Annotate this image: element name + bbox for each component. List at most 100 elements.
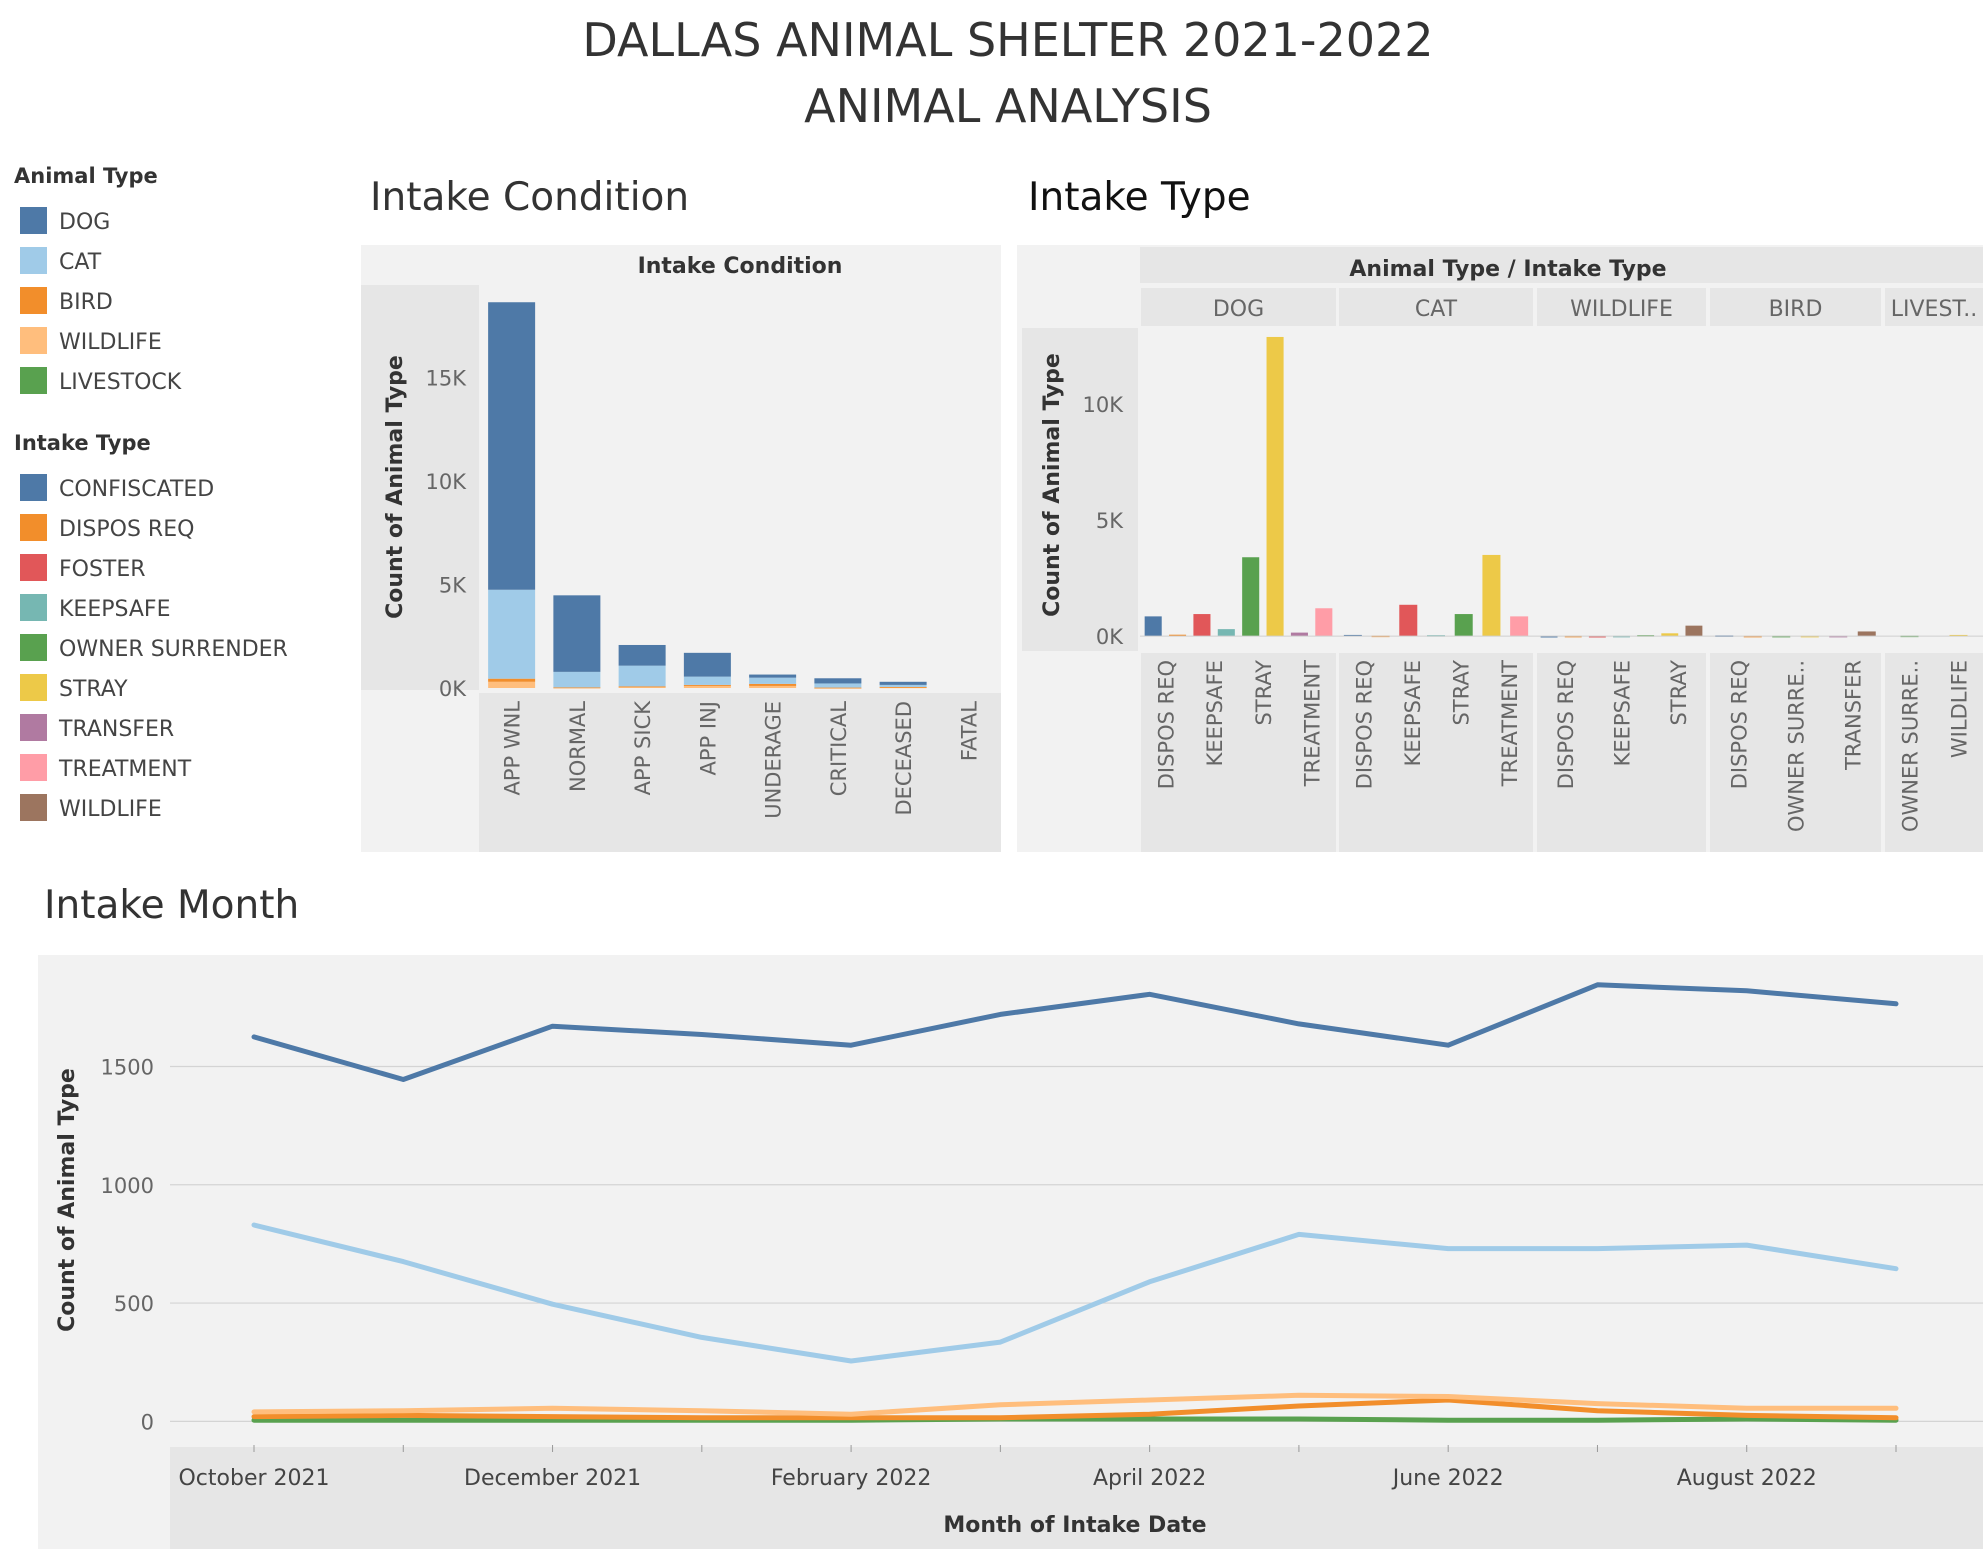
legend-swatch — [20, 327, 47, 354]
y-tick-label: 10K — [1083, 393, 1125, 417]
y-axis-label: Count of Animal Type — [55, 1068, 80, 1332]
bar-transfer — [1829, 635, 1848, 638]
x-tick-label: OWNER SURRE.. — [1899, 660, 1923, 832]
x-tick-label: DECEASED — [892, 701, 916, 816]
legend-label: DOG — [59, 210, 110, 235]
legend-swatch — [20, 714, 47, 741]
y-tick-label: 0K — [439, 677, 467, 701]
legend-swatch — [20, 554, 47, 581]
bar-segment-cat — [683, 676, 731, 685]
x-tick-label: April 2022 — [1093, 1466, 1206, 1491]
intake-month-chart: Intake Month 0 500 1000 1500 Count of Animal … — [38, 883, 1983, 1549]
bar-owner-surrender — [1242, 557, 1260, 637]
bar-segment-dog — [553, 595, 601, 672]
bar-segment-dog — [749, 674, 797, 678]
legend-swatch — [20, 754, 47, 781]
panel-header — [1710, 288, 1881, 326]
series-line-livestock — [251, 1416, 1899, 1423]
x-axis-band — [170, 1447, 1983, 1549]
x-tick-label: OWNER SURRE.. — [1785, 660, 1809, 832]
bar-keepsafe — [1613, 635, 1630, 638]
bar-segment-dog — [683, 652, 731, 677]
legend-swatch — [20, 794, 47, 821]
legend-swatch — [20, 207, 47, 234]
bar-segment-dog — [814, 678, 862, 684]
bar-segment-cat — [488, 589, 536, 679]
bar-segment-bird — [618, 686, 666, 688]
chart-title: Intake Condition — [370, 175, 689, 220]
intake-condition-chart: Intake Condition Intake Condition 0K 5K 10K 1… — [361, 175, 1001, 852]
x-tick-label: NORMAL — [566, 701, 590, 792]
y-axis-band — [1022, 328, 1138, 651]
bar-segment-dog — [618, 644, 666, 666]
chart-header: Animal Type / Intake Type — [1349, 257, 1666, 282]
x-tick-label: STRAY — [1667, 660, 1691, 726]
panel-label: CAT — [1415, 297, 1458, 322]
x-tick-label: UNDERAGE — [762, 701, 786, 819]
series-line-dog — [251, 982, 1899, 1082]
series-line-wildlife — [251, 1392, 1899, 1417]
x-tick-label: June 2022 — [1391, 1466, 1504, 1491]
legend-swatch — [20, 674, 47, 701]
legend-label: DISPOS REQ — [59, 517, 194, 542]
panel-label: LIVEST.. — [1891, 297, 1977, 322]
x-tick-label: APP INJ — [696, 701, 720, 775]
panel-label-band — [1885, 653, 1983, 852]
y-tick-label: 15K — [426, 367, 468, 391]
y-tick-label: 0K — [1096, 625, 1124, 649]
x-tick-label: October 2021 — [178, 1466, 329, 1491]
legend-swatch — [20, 247, 47, 274]
bar-foster — [1399, 604, 1418, 637]
bar-segment-dog — [488, 302, 536, 590]
bar-owner-surrender — [1454, 614, 1473, 637]
bar-segment-cat — [814, 683, 862, 688]
x-axis-label: Month of Intake Date — [943, 1513, 1206, 1538]
x-tick-label: DISPOS REQ — [1154, 660, 1178, 789]
bar-dispos-req — [1743, 635, 1762, 638]
chart-title: Intake Month — [44, 883, 299, 928]
x-tick-label: STRAY — [1252, 660, 1276, 726]
legend-label: LIVESTOCK — [59, 370, 182, 395]
bar-segment-wildlife — [683, 685, 731, 688]
bar-segment-bird — [749, 683, 797, 686]
bar-keepsafe — [1217, 629, 1235, 637]
legend-swatch — [20, 594, 47, 621]
bar-segment-wildlife — [879, 687, 927, 689]
x-tick-label: APP SICK — [631, 700, 655, 796]
legend-label: WILDLIFE — [59, 330, 162, 355]
x-tick-label: February 2022 — [771, 1466, 931, 1491]
x-tick-label: August 2022 — [1677, 1466, 1817, 1491]
bar-segment-bird — [553, 687, 601, 689]
bar-segment-cat — [553, 671, 601, 688]
bar-transfer — [1290, 632, 1308, 637]
x-tick-label: STRAY — [1449, 660, 1473, 726]
bar-stray — [1661, 633, 1679, 637]
y-tick-label: 1500 — [101, 1055, 154, 1079]
bar-confiscated — [1540, 635, 1558, 638]
panel-header — [1537, 288, 1706, 326]
x-tick-label: TREATMENT — [1301, 660, 1325, 787]
y-tick-label: 1000 — [101, 1174, 154, 1198]
legend-swatch — [20, 287, 47, 314]
panel-label: WILDLIFE — [1570, 297, 1673, 322]
y-tick-label: 0 — [141, 1410, 154, 1434]
panel-label: BIRD — [1769, 297, 1823, 322]
bar-foster — [1193, 614, 1211, 637]
y-axis-band — [361, 285, 479, 690]
panel-header — [1141, 288, 1336, 326]
bar-dispos-req — [1169, 634, 1187, 637]
x-tick-label: TRANSFER — [1842, 660, 1866, 771]
y-axis-label: Count of Animal Type — [383, 355, 408, 619]
panel-label-band — [1339, 653, 1533, 852]
x-axis-band — [479, 693, 1001, 852]
bar-treatment — [1510, 616, 1529, 637]
y-axis-label: Count of Animal Type — [1040, 353, 1065, 617]
bar-dispos-req — [1564, 635, 1582, 638]
bar-segment-bird — [879, 686, 927, 688]
bar-segment-cat — [879, 684, 927, 687]
x-tick-label: CRITICAL — [827, 701, 851, 796]
bar-segment-wildlife — [618, 686, 666, 688]
bar-segment-bird — [488, 678, 536, 682]
x-tick-label: KEEPSAFE — [1611, 660, 1635, 766]
